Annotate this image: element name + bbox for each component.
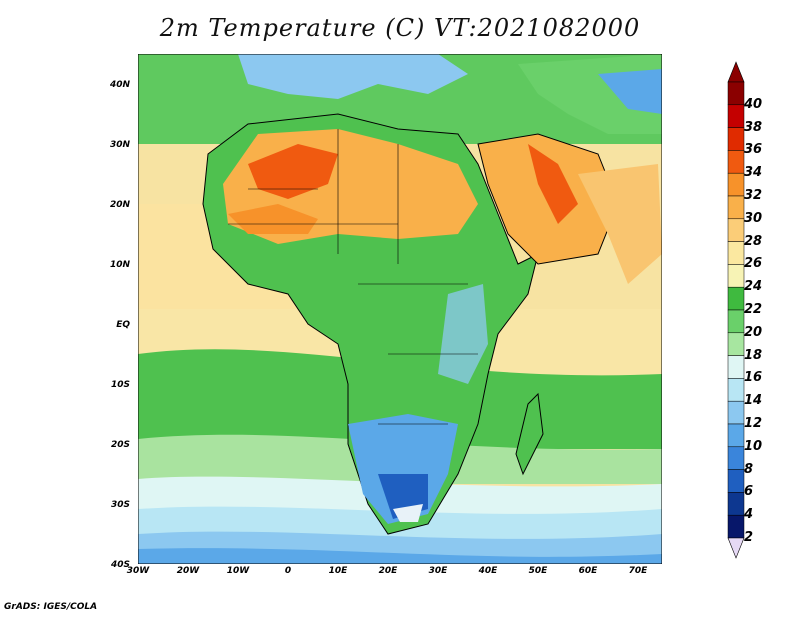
colorbar-bottom-arrow: [727, 537, 745, 559]
map-svg: [138, 54, 662, 564]
colorbar-swatch: [727, 309, 745, 334]
colorbar-tick-label: 18: [744, 347, 763, 363]
lat-tick-40n: 40N: [109, 80, 130, 90]
lon-tick-30w: 30W: [126, 566, 150, 576]
colorbar-tick-label: 28: [744, 233, 763, 249]
south-deepblue-band: [138, 548, 662, 564]
lesotho-cold: [393, 504, 423, 522]
colorbar-swatch: [727, 469, 745, 493]
colorbar-tick-label: 38: [744, 119, 763, 135]
temperature-map: [138, 54, 662, 564]
colorbar-swatch: [727, 127, 745, 151]
colorbar-swatch: [727, 264, 745, 288]
colorbar-swatch: [727, 218, 745, 242]
colorbar-tick-label: 10: [744, 438, 763, 454]
lon-tick-70e: 70E: [628, 566, 648, 576]
colorbar-swatch: [727, 514, 745, 539]
colorbar-swatch: [727, 332, 745, 356]
colorbar-tick-label: 8: [744, 461, 754, 477]
madagascar: [515, 392, 544, 476]
lon-tick-20e: 20E: [378, 566, 398, 576]
lon-tick-10e: 10E: [328, 566, 348, 576]
colorbar-swatch: [727, 378, 745, 402]
colorbar-tick-label: 2: [744, 530, 754, 545]
colorbar-tick-label: 40: [744, 96, 763, 112]
east-highlands: [438, 284, 488, 384]
lat-tick-30s: 30S: [110, 500, 130, 510]
colorbar-tick-label: 32: [744, 188, 763, 203]
lat-tick-20s: 20S: [110, 440, 130, 450]
lon-tick-20w: 20W: [176, 566, 200, 576]
colorbar: [727, 61, 745, 559]
lon-tick-50e: 50E: [528, 566, 548, 576]
lat-tick-10s: 10S: [110, 380, 130, 390]
asia-cool-land: [598, 69, 662, 114]
colorbar-swatch: [727, 241, 745, 265]
west-sahara-hot: [228, 204, 318, 234]
colorbar-tick-label: 26: [744, 256, 763, 272]
lat-tick-30n: 30N: [109, 140, 130, 150]
lon-tick-60e: 60E: [578, 566, 598, 576]
europe-land: [238, 54, 468, 99]
colorbar-tick-label: 4: [744, 507, 754, 523]
colorbar-swatch: [727, 172, 745, 197]
colorbar-swatch: [727, 400, 745, 425]
colorbar-tick-label: 6: [744, 484, 754, 500]
colorbar-tick-label: 20: [744, 324, 763, 340]
colorbar-swatch: [727, 446, 745, 470]
lat-tick-40s: 40S: [110, 560, 130, 570]
colorbar-tick-label: 16: [744, 370, 763, 386]
country-borders: [228, 129, 478, 425]
colorbar-tick-label: 36: [744, 142, 763, 158]
colorbar-swatch: [727, 81, 745, 106]
colorbar-swatch: [727, 195, 745, 220]
lon-tick-0: 0: [284, 566, 292, 576]
colorbar-tick-label: 30: [744, 210, 763, 226]
colorbar-swatch: [727, 150, 745, 174]
colorbar-tick-label: 14: [744, 393, 763, 409]
colorbar-tick-label: 34: [744, 165, 763, 181]
credit-footer: GrADS: IGES/COLA: [4, 602, 98, 612]
colorbar-swatch: [727, 104, 745, 128]
colorbar-swatch: [727, 492, 745, 516]
colorbar-tick-label: 22: [744, 302, 763, 317]
colorbar-swatch: [727, 423, 745, 448]
colorbar-top-arrow: [727, 61, 745, 83]
colorbar-tick-label: 12: [744, 416, 763, 431]
colorbar-tick-label: 24: [744, 279, 763, 295]
gulf-hotspot: [528, 144, 578, 224]
colorbar-swatch: [727, 286, 745, 311]
lon-tick-10w: 10W: [226, 566, 250, 576]
lat-tick-eq: EQ: [116, 320, 130, 330]
lon-tick-40e: 40E: [478, 566, 498, 576]
colorbar-swatch: [727, 355, 745, 379]
lat-tick-10n: 10N: [109, 260, 130, 270]
sahara-hotspot: [248, 144, 338, 199]
lat-tick-20n: 20N: [109, 200, 130, 210]
southern-africa-cool: [348, 414, 458, 524]
chart-title: 2m Temperature (C) VT:2021082000: [159, 14, 641, 42]
iran-india-region: [578, 164, 662, 284]
lon-tick-30e: 30E: [428, 566, 448, 576]
